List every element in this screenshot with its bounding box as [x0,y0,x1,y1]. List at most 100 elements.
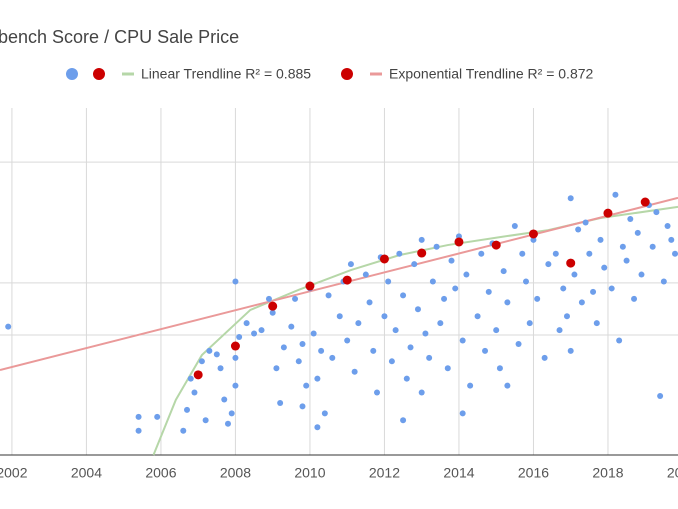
point [567,347,574,354]
point [433,243,440,250]
point [269,309,276,316]
point [603,208,613,218]
x-tick-label: 2014 [443,465,474,481]
point [597,236,604,243]
point [351,368,358,375]
x-tick-label: 2008 [220,465,251,481]
point [478,250,485,257]
point [379,254,389,264]
point [243,320,250,327]
point [265,295,272,302]
point [135,413,142,420]
legend-label: Linear Trendline R² = 0.885 [141,66,311,82]
point [586,250,593,257]
point [530,236,537,243]
point [500,268,507,275]
point [224,420,231,427]
point [400,417,407,424]
point [5,323,12,330]
point [414,306,421,313]
trendline [152,205,678,456]
point [454,237,464,247]
x-tick-label: 2004 [71,465,102,481]
trendline [0,196,678,371]
point [191,389,198,396]
point [563,313,570,320]
point [649,243,656,250]
point [491,240,501,250]
point [232,382,239,389]
point [575,226,582,233]
point [236,334,243,341]
point [355,320,362,327]
point [314,424,321,431]
point [627,216,634,223]
point [485,288,492,295]
point [310,330,317,337]
point [418,236,425,243]
point [230,341,240,351]
point [288,323,295,330]
point [638,271,645,278]
point [228,410,235,417]
point [590,288,597,295]
point [251,330,258,337]
point [280,344,287,351]
point [504,299,511,306]
point [634,229,641,236]
legend-label: Exponential Trendline R² = 0.872 [389,66,594,82]
point [653,209,660,216]
x-tick-label: 2020 [667,465,678,481]
point [396,250,403,257]
point [672,250,678,257]
x-tick-label: 2016 [518,465,549,481]
point [273,365,280,372]
point [303,382,310,389]
point [202,417,209,424]
point [459,410,466,417]
point [373,389,380,396]
point [135,427,142,434]
point [344,337,351,344]
point [418,389,425,396]
point [640,197,650,207]
point [325,292,332,299]
point [612,191,619,198]
point [299,403,306,410]
point [571,271,578,278]
point [660,278,667,285]
point [206,347,213,354]
point [552,250,559,257]
point [187,375,194,382]
legend-marker [66,68,78,80]
point [560,285,567,292]
point [523,278,530,285]
point [515,340,522,347]
point [198,358,205,365]
point [184,406,191,413]
point [463,271,470,278]
point [392,327,399,334]
point [493,327,500,334]
point [459,337,466,344]
point [362,271,369,278]
point [213,351,220,358]
point [534,295,541,302]
x-tick-label: 2018 [592,465,623,481]
point [657,393,664,400]
point [370,347,377,354]
point [403,375,410,382]
point [528,229,538,239]
point [314,375,321,382]
point [321,410,328,417]
point [292,295,299,302]
point [388,358,395,365]
point [381,313,388,320]
point [593,320,600,327]
x-tick-label: 2010 [294,465,325,481]
point [467,382,474,389]
legend-marker [341,68,353,80]
point [556,327,563,334]
point [541,354,548,361]
